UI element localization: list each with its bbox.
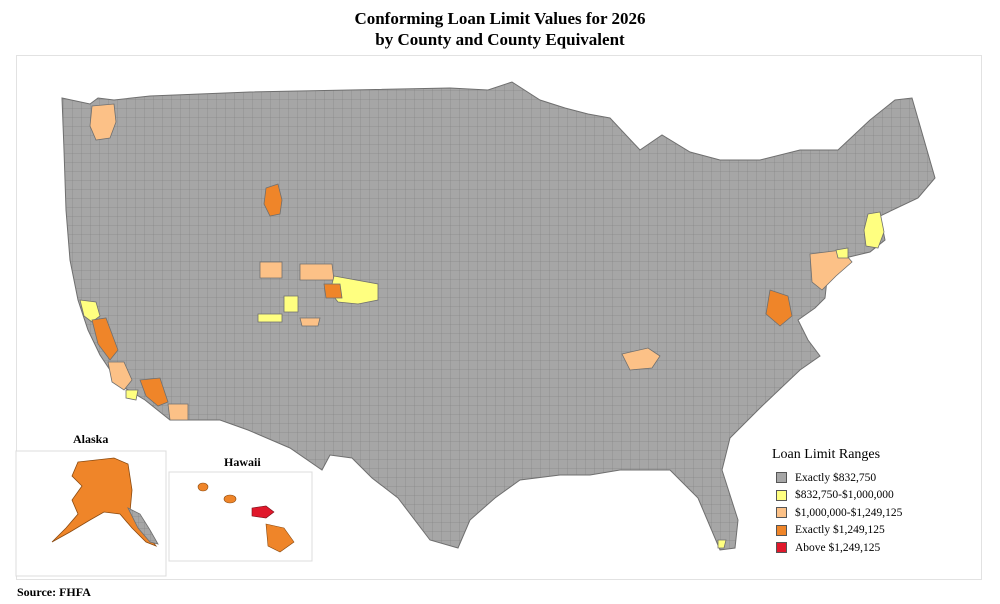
- legend-label: $832,750-$1,000,000: [795, 489, 894, 502]
- legend-swatch: [776, 507, 787, 519]
- legend-label: Exactly $1,249,125: [795, 524, 885, 537]
- legend-label: $1,000,000-$1,249,125: [795, 506, 903, 519]
- legend-item: $1,000,000-$1,249,125: [760, 504, 960, 522]
- telluride-peach-region: [299, 317, 321, 327]
- oahu-shape: [223, 494, 237, 504]
- source-note: Source: FHFA: [17, 585, 91, 599]
- legend-label: Exactly $832,750: [795, 471, 877, 484]
- boston-area-yellow-region: [863, 211, 885, 249]
- map-title: Conforming Loan Limit Values for 2026: [354, 9, 646, 28]
- legend-title: Loan Limit Ranges: [772, 447, 881, 462]
- utah-yellow-region: [283, 295, 299, 313]
- california-yellow-south-region: [125, 389, 139, 401]
- teton-county-region: [263, 183, 283, 217]
- kauai-shape: [197, 482, 209, 492]
- maui-shape: [251, 505, 275, 519]
- legend-swatch: [776, 524, 787, 536]
- colorado-peach-region: [299, 263, 335, 281]
- la-orange-region: [139, 377, 169, 407]
- aspen-orange-region: [323, 283, 343, 299]
- bay-area-orange-region: [91, 317, 119, 361]
- california-peach-region: [107, 361, 133, 391]
- florida-keys-yellow-region: [717, 539, 727, 549]
- dc-area-orange-region: [765, 289, 793, 327]
- legend: Loan Limit Ranges Exactly $832,750 $832,7…: [760, 447, 960, 557]
- utah-south-yellow-region: [257, 313, 283, 323]
- seattle-area-region: [89, 103, 117, 141]
- alaska-panhandle-shape: [127, 507, 159, 545]
- utah-peach-region: [259, 261, 283, 279]
- legend-swatch: [776, 472, 787, 484]
- hawaii-inset-frame: [168, 471, 313, 562]
- legend-item: Exactly $1,249,125: [760, 522, 960, 540]
- legend-swatch: [776, 542, 787, 554]
- nashville-peach-region: [621, 347, 661, 371]
- legend-swatch: [776, 489, 787, 501]
- hawaii-label: Hawaii: [224, 455, 261, 469]
- california-yellow-region: [79, 299, 101, 323]
- ct-yellow-region: [835, 247, 849, 259]
- legend-item: Exactly $832,750: [760, 469, 960, 487]
- legend-label: Above $1,249,125: [795, 541, 881, 554]
- map-subtitle: by County and County Equivalent: [375, 30, 625, 49]
- alaska-shape: [51, 457, 158, 547]
- map-frame: [16, 55, 982, 580]
- alaska-label: Alaska: [73, 432, 109, 446]
- sandiego-peach-region: [167, 403, 189, 421]
- legend-item: Above $1,249,125: [760, 539, 960, 557]
- hawaii-big-island-shape: [265, 523, 295, 553]
- legend-item: $832,750-$1,000,000: [760, 487, 960, 505]
